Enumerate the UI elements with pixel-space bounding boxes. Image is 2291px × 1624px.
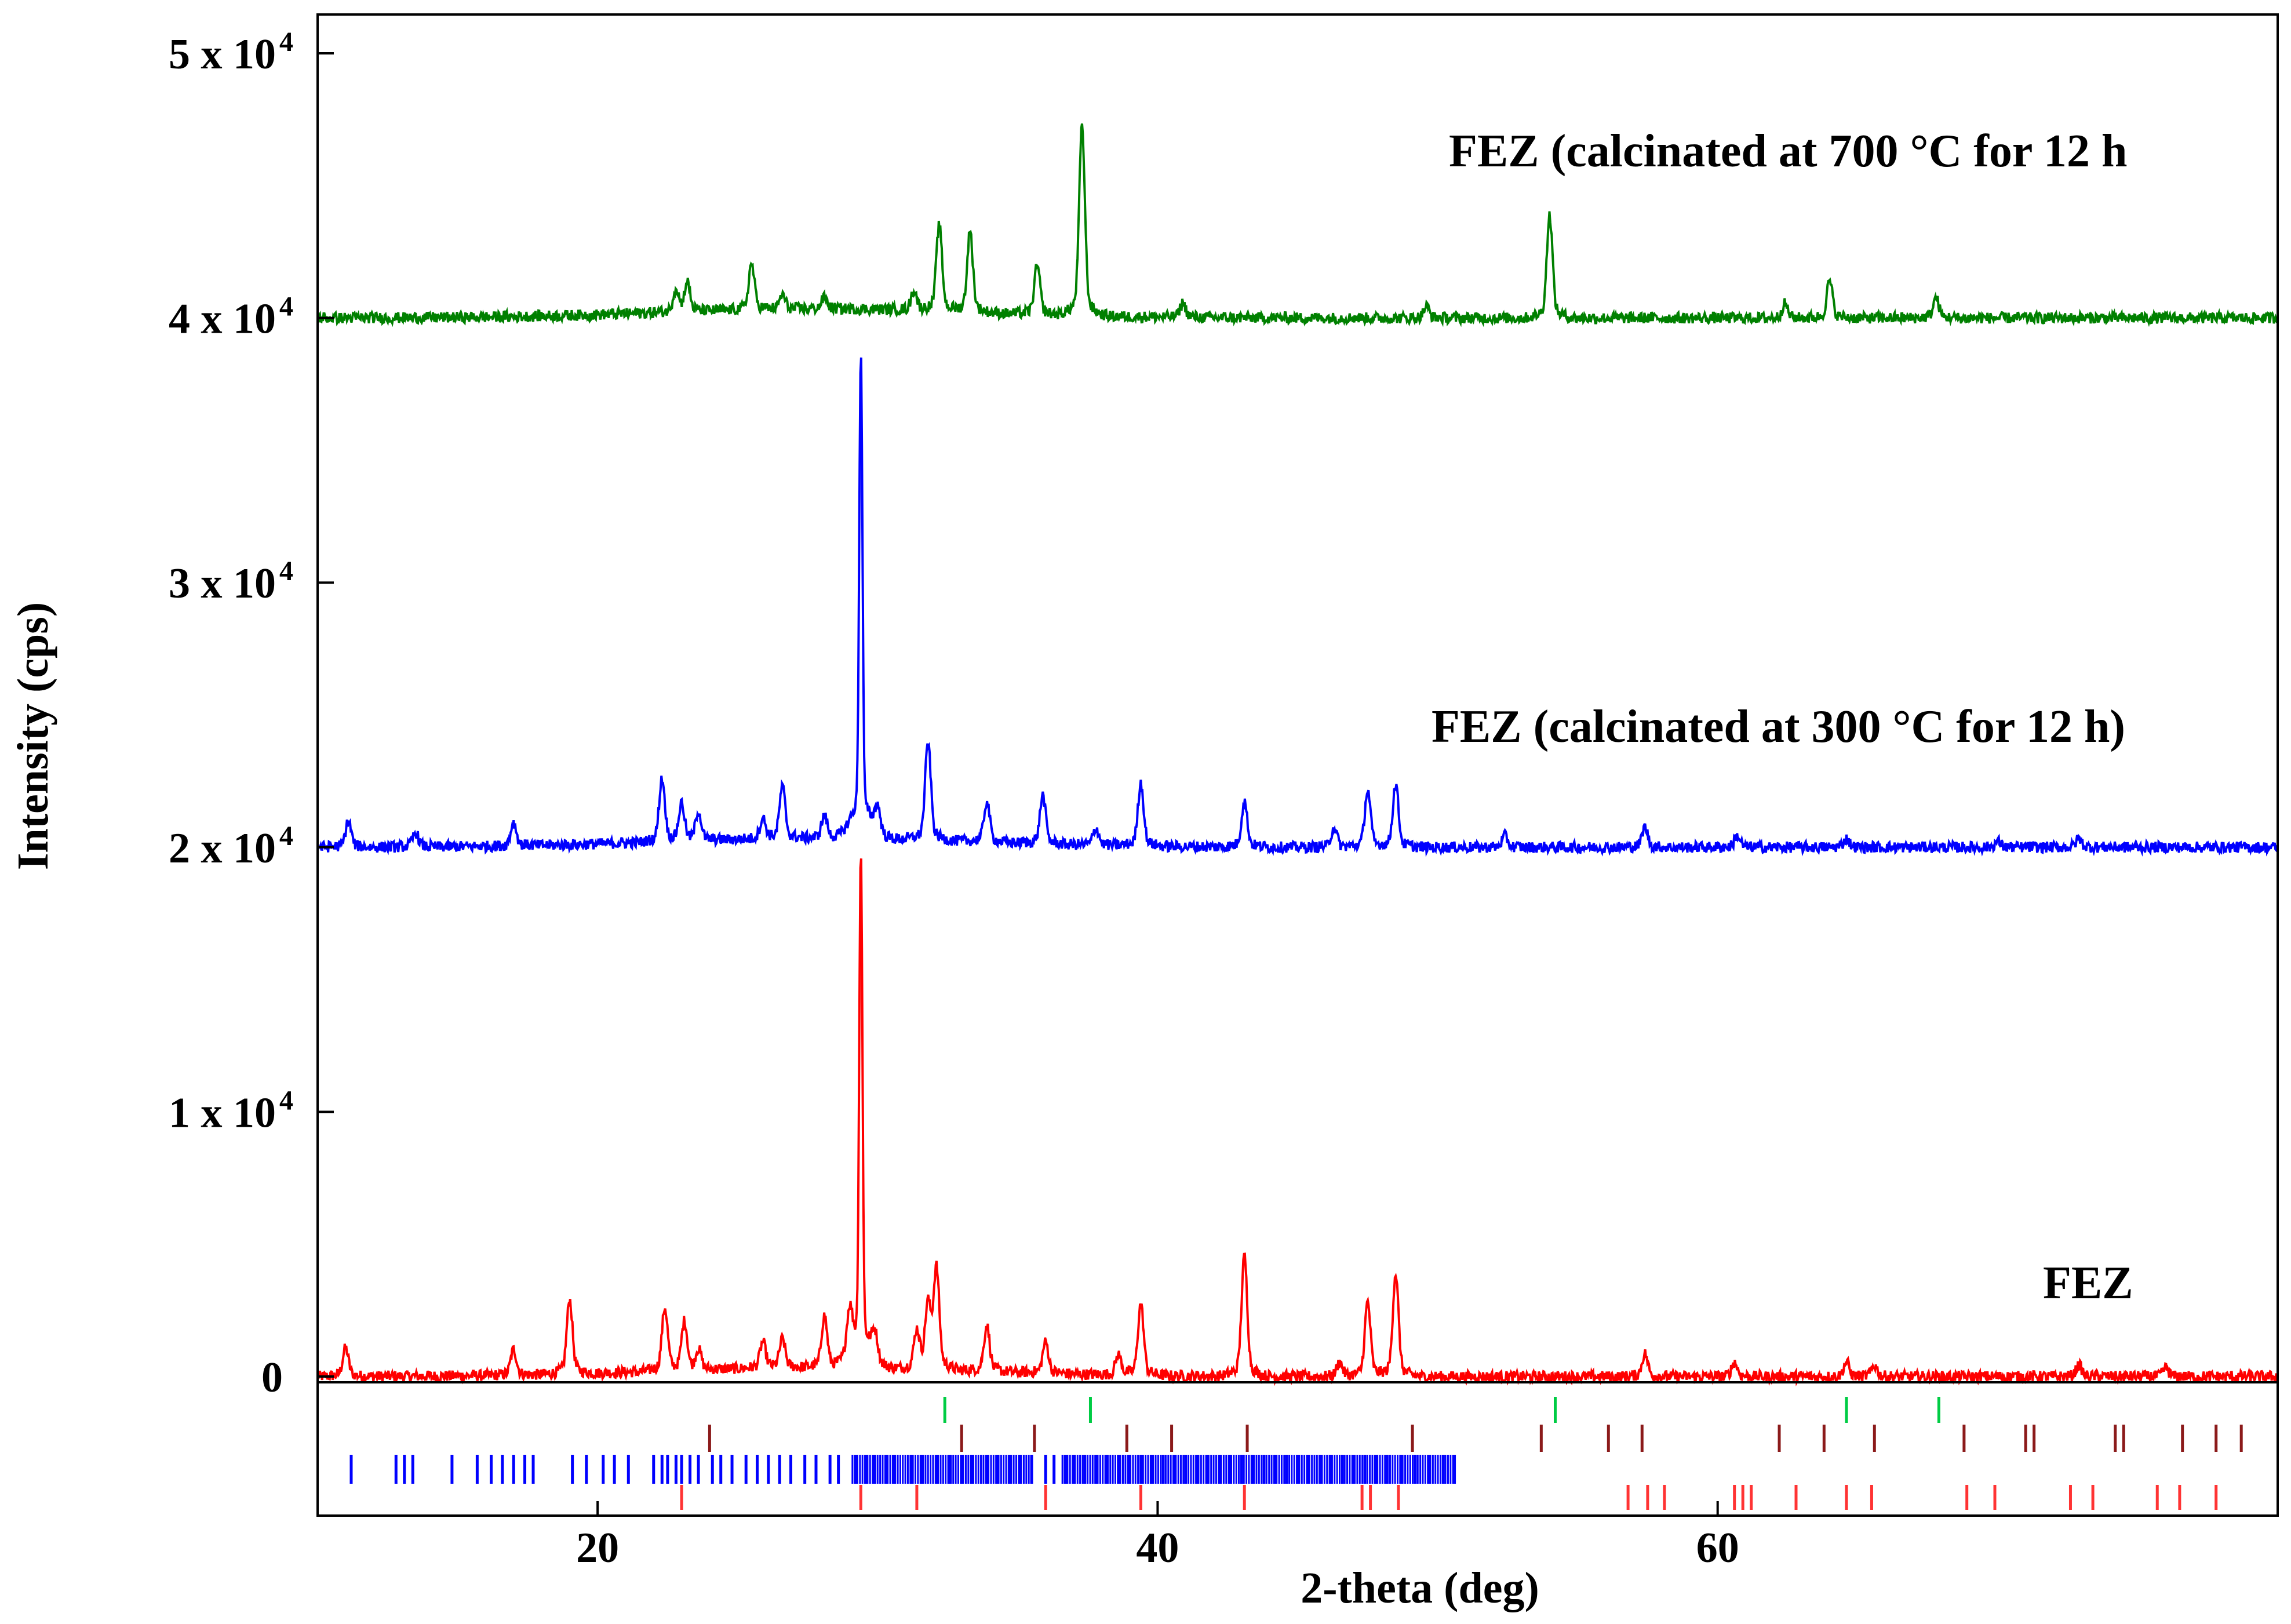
series-line-1 xyxy=(316,357,2279,857)
series-label-300: FEZ (calcinated at 300 °C for 12 h) xyxy=(1432,701,2125,752)
axes-layer xyxy=(316,13,2279,1517)
series-line-0 xyxy=(316,858,2279,1387)
y-tick-label: 4 x 10 xyxy=(169,296,276,343)
series-label-700: FEZ (calcinated at 700 °C for 12 h xyxy=(1449,126,2127,177)
series-label-fez: FEZ xyxy=(2043,1258,2133,1309)
y-tick-label: 1 x 10 xyxy=(169,1089,276,1137)
x-axis-label: 2-theta (deg) xyxy=(1301,1564,1539,1612)
y-tick-exponent: 4 xyxy=(279,1085,293,1116)
plot-frame xyxy=(316,13,2279,1517)
y-tick-exponent: 4 xyxy=(279,292,293,322)
y-axis-label: Intensity (cps) xyxy=(9,602,57,870)
series-line-2 xyxy=(316,123,2279,327)
tick-layer: 01 x 10 42 x 10 43 x 10 44 x 10 45 x 10 420 40… xyxy=(169,27,1739,1572)
reference-lines-layer xyxy=(349,1397,2243,1510)
y-tick-label: 5 x 10 xyxy=(169,31,276,78)
x-tick-label: 40 xyxy=(1136,1524,1179,1572)
series-layer xyxy=(316,123,2279,1387)
x-tick-label: 20 xyxy=(576,1524,619,1572)
y-tick-label: 0 xyxy=(261,1354,283,1401)
y-tick-exponent: 4 xyxy=(279,821,293,851)
y-tick-label: 3 x 10 xyxy=(169,560,276,607)
y-tick-exponent: 4 xyxy=(279,27,293,57)
x-tick-label: 60 xyxy=(1696,1524,1739,1572)
y-tick-label: 2 x 10 xyxy=(169,825,276,872)
y-tick-exponent: 4 xyxy=(279,556,293,587)
